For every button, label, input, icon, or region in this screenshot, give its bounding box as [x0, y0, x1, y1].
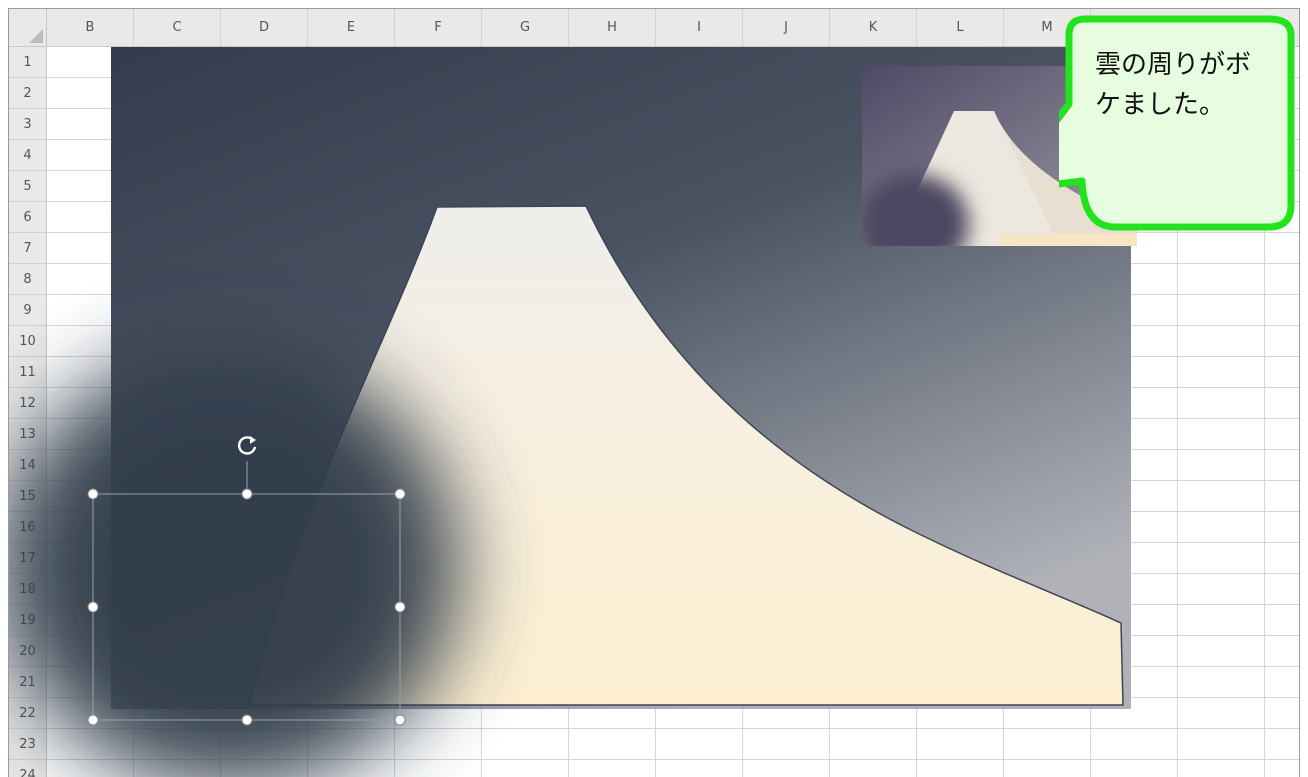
row-header-5[interactable]: 5 — [9, 171, 46, 202]
row-header-24[interactable]: 24 — [9, 760, 46, 777]
row-header-7[interactable]: 7 — [9, 233, 46, 264]
column-header-j[interactable]: J — [743, 9, 830, 46]
callout-text: 雲の周りがボ ケました。 — [1095, 45, 1275, 125]
resize-handle-top-right[interactable] — [394, 488, 406, 500]
resize-handle-bottom-left[interactable] — [87, 714, 99, 726]
resize-handle-top-left[interactable] — [87, 488, 99, 500]
row-header-23[interactable]: 23 — [9, 729, 46, 760]
row-header-1[interactable]: 1 — [9, 47, 46, 78]
resize-handle-bottom[interactable] — [241, 714, 253, 726]
row-header-11[interactable]: 11 — [9, 357, 46, 388]
select-all-corner[interactable] — [9, 9, 47, 47]
row-header-8[interactable]: 8 — [9, 264, 46, 295]
callout-line-2: ケました。 — [1095, 90, 1226, 120]
rotate-icon[interactable] — [238, 436, 257, 455]
resize-handle-top[interactable] — [241, 488, 253, 500]
resize-handle-right[interactable] — [394, 601, 406, 613]
row-header-12[interactable]: 12 — [9, 388, 46, 419]
column-header-e[interactable]: E — [308, 9, 395, 46]
row-header-10[interactable]: 10 — [9, 326, 46, 357]
row-header-3[interactable]: 3 — [9, 109, 46, 140]
column-header-b[interactable]: B — [47, 9, 134, 46]
column-header-h[interactable]: H — [569, 9, 656, 46]
row-header-2[interactable]: 2 — [9, 78, 46, 109]
blurred-cloud — [9, 349, 459, 777]
row-header-4[interactable]: 4 — [9, 140, 46, 171]
callout-line-1: 雲の周りがボ — [1095, 50, 1252, 80]
row-header-6[interactable]: 6 — [9, 202, 46, 233]
column-header-i[interactable]: I — [656, 9, 743, 46]
column-header-d[interactable]: D — [221, 9, 308, 46]
column-header-c[interactable]: C — [134, 9, 221, 46]
column-header-l[interactable]: L — [917, 9, 1004, 46]
column-header-f[interactable]: F — [395, 9, 482, 46]
row-header-22[interactable]: 22 — [9, 698, 46, 729]
row-header-9[interactable]: 9 — [9, 295, 46, 326]
column-header-g[interactable]: G — [482, 9, 569, 46]
row-header-13[interactable]: 13 — [9, 419, 46, 450]
selection-frame[interactable] — [87, 436, 406, 726]
column-header-k[interactable]: K — [830, 9, 917, 46]
speech-bubble — [1059, 15, 1295, 231]
resize-handle-bottom-right[interactable] — [394, 714, 406, 726]
resize-handle-left[interactable] — [87, 601, 99, 613]
